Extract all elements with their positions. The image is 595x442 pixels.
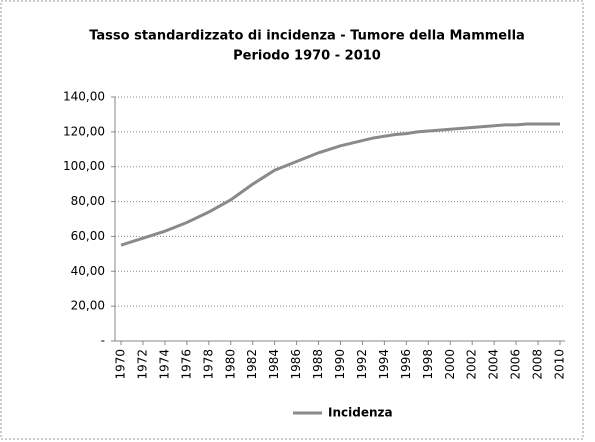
x-tick-label: 1980: [223, 349, 237, 380]
chart-subtitle: Periodo 1970 - 2010: [233, 49, 381, 64]
x-tick-label: 1990: [333, 349, 347, 380]
x-tick-label: 2006: [509, 349, 523, 380]
y-tick-label: 120,00: [63, 124, 105, 138]
y-tick-label: 100,00: [63, 159, 105, 173]
x-tick-label: 1984: [267, 349, 281, 380]
chart-title: Tasso standardizzato di incidenza - Tumo…: [89, 29, 525, 44]
x-tick-label: 1972: [135, 349, 149, 380]
x-tick-label: 2010: [553, 349, 567, 380]
x-tick-label: 2008: [531, 349, 545, 380]
x-tick-label: 2002: [465, 349, 479, 380]
x-tick-label: 2000: [443, 349, 457, 380]
data-line: [120, 122, 560, 247]
y-tick-label: 60,00: [71, 229, 105, 243]
chart-border: [0, 0, 584, 440]
y-tick-label: 140,00: [63, 90, 105, 104]
x-tick-label: 1986: [289, 349, 303, 380]
y-tick-label: 80,00: [71, 194, 105, 208]
x-tick-label: 1992: [355, 349, 369, 380]
x-tick-label: 1978: [201, 349, 215, 380]
x-tick-label: 1982: [245, 349, 259, 380]
x-tick-label: 1974: [157, 349, 171, 380]
x-tick-label: 1998: [421, 349, 435, 380]
y-tick-label: 40,00: [71, 264, 105, 278]
y-tick-label: 20,00: [71, 299, 105, 313]
x-tick-label: 1994: [377, 349, 391, 380]
legend-label: Incidenza: [328, 406, 393, 420]
x-tick-label: 2004: [487, 349, 501, 380]
x-tick-label: 1976: [179, 349, 193, 380]
x-tick-label: 1988: [311, 349, 325, 380]
x-tick-label: 1996: [399, 349, 413, 380]
x-tick-label: 1970: [114, 349, 128, 380]
y-tick-label: -: [101, 334, 105, 348]
